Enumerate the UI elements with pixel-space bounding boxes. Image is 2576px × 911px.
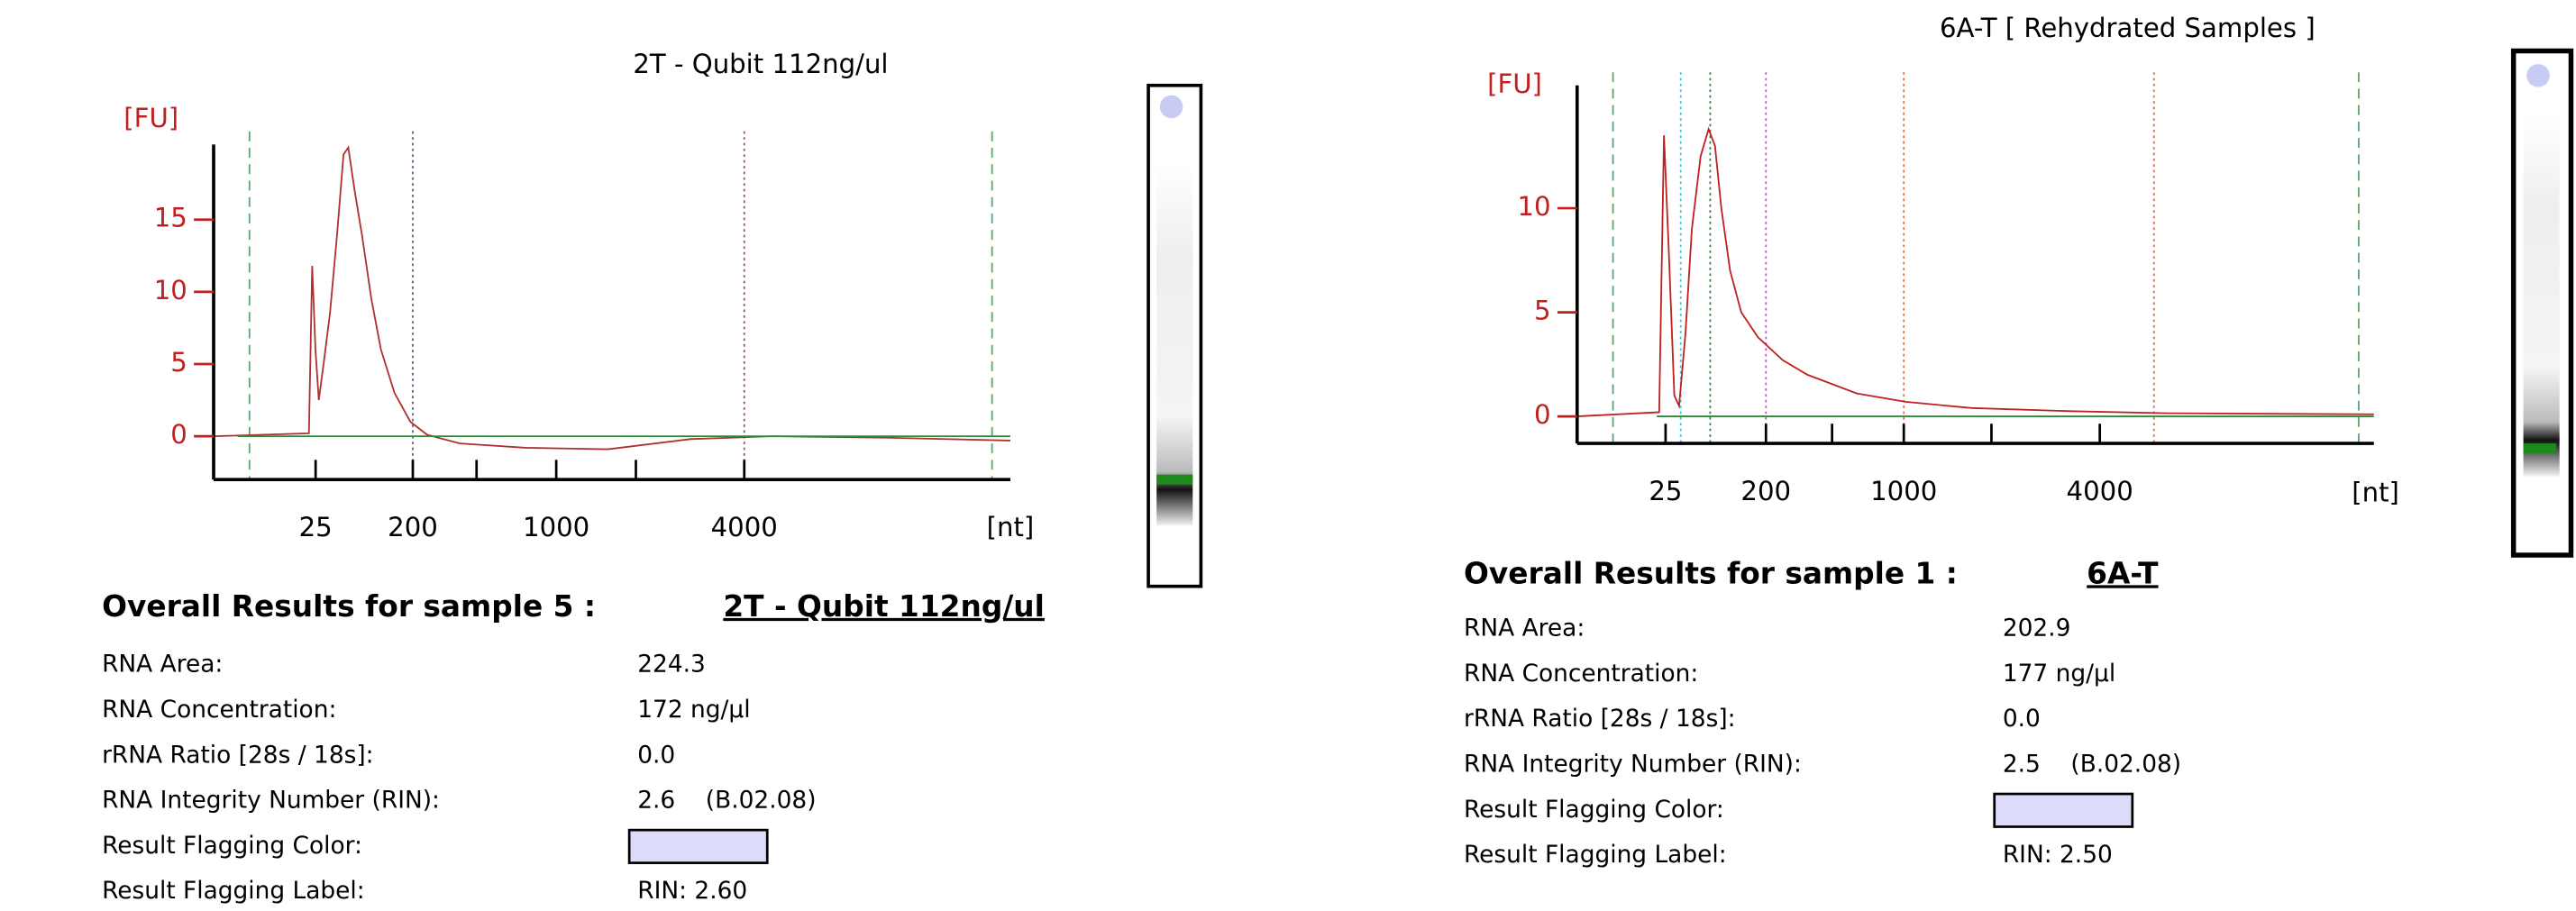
result-label: RNA Area:	[1464, 615, 1585, 642]
result-value: 177 ng/µl	[2003, 660, 2115, 688]
x-tick-label: 25	[1649, 476, 1682, 506]
results-heading: Overall Results for sample 1 :	[1464, 556, 1958, 590]
chart-title: 2T - Qubit 112ng/ul	[633, 49, 888, 79]
chart-title: 6A-T [ Rehydrated Samples ]	[1940, 13, 2316, 43]
result-label: Result Flagging Label:	[1464, 841, 1727, 869]
y-tick-label: 15	[154, 203, 187, 233]
x-tick-label: 4000	[2067, 476, 2133, 506]
result-value: RIN: 2.50	[2003, 841, 2113, 869]
sample-name: 2T - Qubit 112ng/ul	[723, 589, 1045, 624]
trace	[1577, 129, 2374, 416]
result-label: Result Flagging Color:	[1464, 796, 1724, 824]
result-value: 224.3	[637, 651, 706, 679]
y-tick-label: 10	[1518, 191, 1551, 222]
result-label: Result Flagging Label:	[102, 877, 365, 905]
x-tick-label: 25	[299, 512, 333, 542]
y-axis-label: [FU]	[123, 103, 178, 133]
x-tick-label: 1000	[1870, 476, 1937, 506]
result-label: Result Flagging Color:	[102, 832, 362, 860]
y-tick-label: 10	[154, 275, 187, 305]
result-value: 2.5 (B.02.08)	[2003, 750, 2181, 778]
gel-lane	[1148, 86, 1201, 587]
result-value: RIN: 2.60	[637, 877, 747, 905]
result-label: RNA Concentration:	[1464, 660, 1698, 688]
result-value: 202.9	[2003, 615, 2071, 642]
result-label: rRNA Ratio [28s / 18s]:	[102, 741, 374, 769]
flag-color	[629, 830, 767, 862]
sample-name: 6A-T	[2087, 556, 2159, 590]
y-tick-label: 0	[170, 419, 187, 450]
result-label: RNA Integrity Number (RIN):	[1464, 750, 1802, 778]
screenshot: 0 5 10 15 25 200 1000 4000 2T - Qubit 112ng/ul [F…	[0, 0, 2576, 911]
y-tick-label: 0	[1534, 399, 1551, 430]
result-label: rRNA Ratio [28s / 18s]:	[1464, 705, 1736, 733]
result-label: RNA Integrity Number (RIN):	[102, 787, 440, 815]
result-label: RNA Area:	[102, 651, 223, 679]
results-heading: Overall Results for sample 5 :	[102, 589, 596, 624]
result-label: RNA Concentration:	[102, 696, 336, 724]
x-tick-label: 200	[388, 512, 438, 542]
flag-color	[1995, 794, 2133, 826]
gel-lane	[2514, 51, 2571, 556]
y-tick-label: 5	[170, 347, 187, 378]
y-axis-label: [FU]	[1487, 68, 1542, 99]
result-value: 172 ng/µl	[637, 696, 750, 724]
x-tick-label: 4000	[711, 512, 778, 542]
result-value: 2.6 (B.02.08)	[637, 787, 816, 815]
result-value: 0.0	[637, 741, 675, 769]
x-axis-label: [nt]	[2352, 478, 2399, 508]
x-tick-label: 1000	[523, 512, 589, 542]
page: {"chart_data": [ {"type": "line", "title…	[0, 0, 2576, 911]
trace	[214, 148, 1010, 450]
y-tick-label: 5	[1534, 296, 1551, 326]
x-tick-label: 200	[1740, 476, 1791, 506]
x-axis-label: [nt]	[987, 512, 1035, 542]
result-value: 0.0	[2003, 705, 2041, 733]
